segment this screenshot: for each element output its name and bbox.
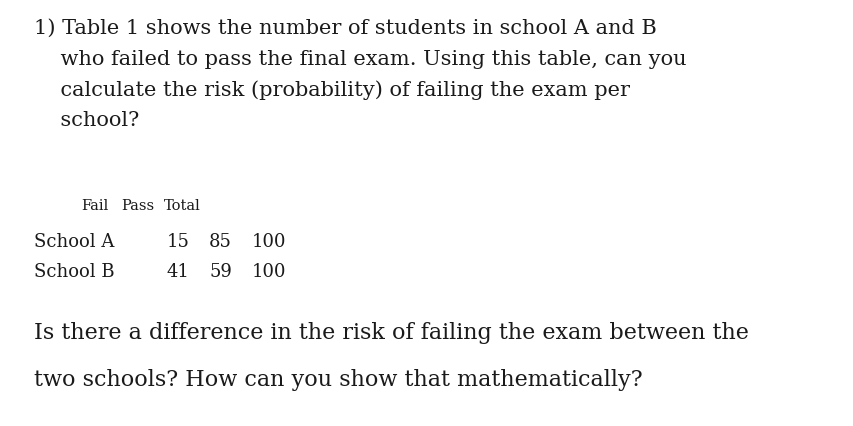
Text: 100: 100 <box>252 262 286 280</box>
Text: School B: School B <box>34 262 114 280</box>
Text: calculate the risk (probability) of failing the exam per: calculate the risk (probability) of fail… <box>34 81 630 100</box>
Text: Fail: Fail <box>81 198 108 212</box>
Text: who failed to pass the final exam. Using this table, can you: who failed to pass the final exam. Using… <box>34 50 686 69</box>
Text: 1) Table 1 shows the number of students in school A and B: 1) Table 1 shows the number of students … <box>34 19 656 38</box>
Text: school?: school? <box>34 111 139 130</box>
Text: 85: 85 <box>209 232 232 250</box>
Text: School A: School A <box>34 232 114 250</box>
Text: 15: 15 <box>166 232 189 250</box>
Text: 59: 59 <box>209 262 232 280</box>
Text: Is there a difference in the risk of failing the exam between the: Is there a difference in the risk of fai… <box>34 322 748 344</box>
Text: 41: 41 <box>166 262 189 280</box>
Text: Total: Total <box>164 198 200 212</box>
Text: two schools? How can you show that mathematically?: two schools? How can you show that mathe… <box>34 368 642 391</box>
Text: Pass: Pass <box>121 198 154 212</box>
Text: 100: 100 <box>252 232 286 250</box>
